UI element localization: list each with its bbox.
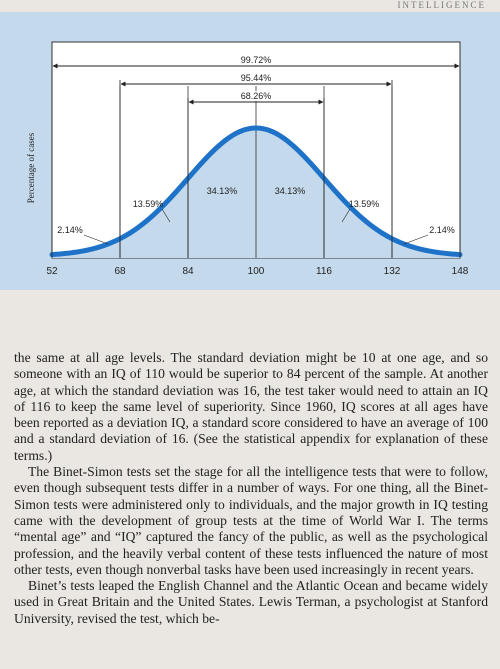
x-tick-label-116: 116: [316, 266, 332, 277]
segment-leader-5: [403, 234, 429, 245]
x-tick-label-84: 84: [182, 266, 194, 277]
segment-label-1: 13.59%: [133, 199, 164, 209]
segment-leader-4: [341, 208, 351, 223]
range-label-2: 68.26%: [241, 91, 272, 101]
running-head: INTELLIGENCE: [397, 0, 486, 10]
paragraph-1: the same at all age levels. The standard…: [14, 350, 488, 463]
range-label-0: 99.72%: [241, 55, 272, 65]
segment-leader-1: [161, 208, 171, 223]
x-tick-label-52: 52: [46, 266, 58, 277]
segment-label-3: 34.13%: [275, 186, 306, 196]
paragraph-2: The Binet-Simon tests set the stage for …: [14, 464, 488, 577]
body-text: the same at all age levels. The standard…: [14, 350, 488, 627]
segment-leader-0: [83, 234, 109, 245]
range-label-bg-2: [234, 91, 278, 101]
y-axis-label: Percentage of cases: [26, 132, 36, 203]
x-tick-label-100: 100: [248, 266, 265, 277]
segment-label-2: 34.13%: [207, 186, 238, 196]
paragraph-3: Binet’s tests leaped the English Channel…: [14, 578, 488, 626]
range-label-1: 95.44%: [241, 73, 272, 83]
segment-label-4: 13.59%: [349, 199, 380, 209]
x-tick-label-148: 148: [452, 266, 469, 277]
normal-curve-chart: 99.72% 95.44% 68.26% 2.14% 13.59% 34.13% 34.13…: [26, 41, 469, 277]
range-label-bg-0: [234, 55, 278, 65]
segment-label-0: 2.14%: [57, 225, 83, 235]
normal-curve-figure: 99.72% 95.44% 68.26% 2.14% 13.59% 34.13% 34.13…: [0, 12, 500, 290]
x-tick-label-68: 68: [114, 266, 126, 277]
x-tick-label-132: 132: [384, 266, 401, 277]
segment-label-5: 2.14%: [429, 225, 455, 235]
range-label-bg-1: [234, 73, 278, 83]
